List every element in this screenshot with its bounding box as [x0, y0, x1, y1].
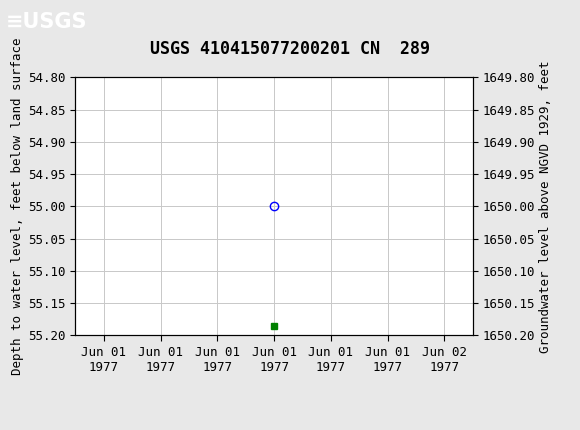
Text: ≡USGS: ≡USGS: [6, 12, 88, 32]
Legend: Period of approved data: Period of approved data: [165, 427, 383, 430]
Y-axis label: Depth to water level, feet below land surface: Depth to water level, feet below land su…: [11, 38, 24, 375]
Y-axis label: Groundwater level above NGVD 1929, feet: Groundwater level above NGVD 1929, feet: [539, 60, 552, 353]
Text: USGS 410415077200201 CN  289: USGS 410415077200201 CN 289: [150, 40, 430, 58]
